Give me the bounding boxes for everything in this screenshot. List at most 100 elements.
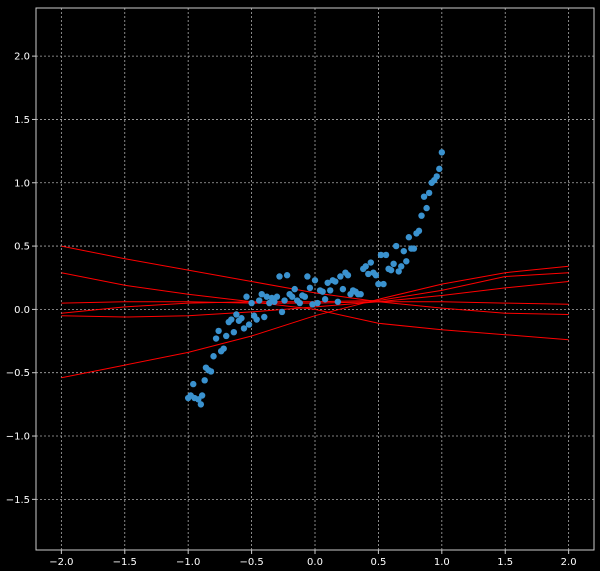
x-tick-label: 2.0 [561,557,577,568]
scatter-point [230,328,238,336]
y-tick-label: −1.5 [6,495,30,506]
scatter-point [410,245,418,252]
scatter-point [357,290,364,298]
scatter-point [380,280,387,288]
series-line [61,272,569,341]
scatter-point [327,287,334,294]
scatter-point [223,332,230,340]
scatter-point [238,315,245,322]
scatter-point [324,279,331,286]
scatter-point [240,325,248,332]
x-tick-label: 0.0 [307,557,323,568]
scatter-point [271,298,278,305]
scatter-point [367,259,374,266]
y-tick-label: 1.0 [14,178,30,189]
scatter-point [245,321,253,328]
scatter-point [436,165,443,173]
scatter-point [382,251,390,259]
x-tick-label: 0.5 [370,557,386,568]
scatter-point [304,273,311,280]
x-tick-label: −2.0 [49,557,73,568]
scatter-point [337,273,344,280]
scatter-point [233,311,240,318]
scatter-point [197,401,205,408]
scatter-point [261,313,268,321]
scatter-point [395,268,402,275]
scatter-point [418,212,425,219]
y-tick-label: −1.0 [6,432,30,443]
scatter-point [220,345,227,352]
series-line [61,265,569,379]
scatter-point [375,280,382,288]
scatter-point [228,316,235,323]
x-tick-label: −0.5 [239,557,263,568]
scatter-point [301,293,309,300]
y-tick-label: 0.5 [14,242,30,253]
y-tick-label: 0.0 [14,305,30,316]
x-tick-label: 1.0 [434,557,450,568]
x-tick-label: 1.5 [497,557,513,568]
scatter-point [198,392,206,399]
scatter-point [372,272,380,279]
scatter-point [405,234,413,241]
scatter-point [212,335,220,342]
y-axis-ticks: −1.5 −1.0 −0.5 0.0 0.5 1.0 1.5 2.0 [6,52,36,506]
scatter-point [283,272,291,279]
scatter-point [387,266,395,274]
scatter-point [281,297,288,304]
scatter-point [243,293,250,300]
scatter-point [332,278,339,285]
scatter-point [207,368,215,375]
scatter-point [362,263,369,270]
y-tick-label: 2.0 [14,52,30,63]
scatter-point [319,288,326,295]
scatter-point [253,316,260,323]
scatter-point [392,242,400,250]
scatter-point [273,293,281,300]
scatter-point [314,299,321,307]
scatter-point [210,353,217,360]
scatter-point [309,301,316,308]
x-tick-label: −1.0 [176,557,200,568]
scatter-point [415,227,423,235]
scatter-point [438,149,446,156]
x-tick-label: −1.5 [113,557,137,568]
x-axis-ticks: −2.0 −1.5 −1.0 −0.5 0.0 0.5 1.0 1.5 2.0 [49,550,577,568]
scatter-point [278,308,286,316]
scatter-point [390,260,397,268]
y-tick-label: −0.5 [6,368,30,379]
scatter-point [190,380,197,388]
scatter-point [306,284,314,292]
scatter-point [398,263,405,270]
scatter-point [296,299,303,307]
scatter-point [433,173,440,180]
scatter-point [291,285,298,293]
scatter-point [420,193,428,200]
scatter-point [339,285,347,293]
scatter-point [276,273,283,280]
scatter-point [248,299,255,307]
scatter-point [215,327,222,335]
scatter-point [334,298,342,305]
series-line [61,245,569,315]
scatter-point [321,296,329,303]
scatter-point [256,297,263,304]
scatter-point [403,258,410,265]
grid-lines [36,8,594,550]
y-tick-label: 1.5 [14,115,30,126]
scatter-point [344,272,352,279]
scatter-point [311,277,319,284]
scatter-point [425,189,433,197]
scatter-point [258,290,265,298]
series-line [61,281,569,318]
data-points [184,149,446,408]
scatter-point [288,293,296,300]
scatter-point [266,299,273,307]
scatter-point [423,204,430,212]
scatter-point [400,247,407,255]
scatter-point [263,293,271,300]
scatter-point [365,270,372,278]
scatter-point [377,251,385,259]
